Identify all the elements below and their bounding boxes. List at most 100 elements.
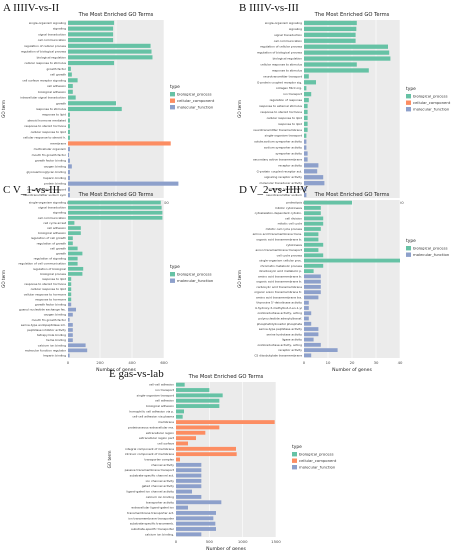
bar — [176, 511, 216, 515]
category-label: regulation of cell communication — [18, 262, 66, 266]
category-label: single-organism signaling — [29, 21, 66, 25]
category-label: channel activity — [151, 463, 174, 467]
bar — [304, 127, 308, 132]
bar — [68, 158, 70, 163]
category-label: serine-type peptidase activity — [259, 327, 302, 331]
category-label: sodium symporter activity — [264, 146, 302, 150]
bar — [304, 80, 316, 85]
category-label: cell communication — [38, 216, 66, 220]
category-label: mitotic cell cycle process — [266, 227, 303, 231]
category-label: response to external stimulus — [259, 104, 302, 108]
bar — [304, 337, 314, 342]
bar — [68, 152, 69, 158]
category-label: anion transmembrane transport — [256, 248, 303, 252]
legend-label: biological_process — [413, 94, 448, 99]
category-label: signaling — [53, 211, 66, 215]
y-axis-label: GO term — [237, 100, 242, 118]
category-label: regulation of biological — [33, 267, 66, 271]
chart-panel-e: The Most Enriched GO Terms 0 500 1000 1500 ce… — [107, 374, 337, 550]
bar — [68, 292, 72, 297]
x-tick-label: 10 — [326, 360, 331, 365]
bar — [68, 333, 73, 337]
bar — [68, 181, 179, 186]
category-label: oxygen binding — [44, 313, 66, 317]
legend-swatch — [406, 107, 411, 112]
category-label: signaling — [53, 27, 66, 31]
chart-panel-c: The Most Enriched GO Terms 0 200 400 600 sing… — [1, 192, 214, 373]
category-label: mouth fin growth factor — [32, 153, 67, 157]
bar — [176, 446, 236, 451]
category-label: regulation of signaling — [34, 257, 66, 261]
category-label: cell division — [285, 216, 302, 220]
legend-label: biological_process — [413, 246, 448, 251]
bar — [176, 473, 202, 478]
bar — [68, 164, 72, 169]
legend-swatch — [170, 278, 175, 283]
bar — [304, 258, 400, 263]
x-tick-label: 0 — [175, 539, 178, 544]
category-label: response to steroid hormone — [260, 110, 302, 114]
chart-title: The Most Enriched GO Terms — [314, 12, 390, 18]
category-label: regulation of biological process — [21, 50, 67, 54]
bar — [304, 300, 309, 305]
bar — [68, 187, 70, 192]
bar — [176, 521, 216, 526]
bar — [68, 43, 151, 48]
category-label: molecular transducer activity — [260, 181, 303, 185]
bar — [304, 279, 321, 284]
legend-label: biological_process — [177, 272, 212, 277]
bar — [68, 246, 78, 251]
bar — [304, 200, 352, 205]
bar — [68, 272, 83, 276]
bar — [68, 175, 70, 180]
bar — [68, 287, 72, 292]
panel-label-e: E gas-vs-lab — [109, 368, 164, 380]
category-label: growth factor binding — [35, 302, 66, 306]
bar — [68, 261, 78, 266]
chart-panel-a: The Most Enriched GO Terms05001000single… — [1, 12, 215, 213]
bar — [304, 242, 324, 247]
legend-label: molecular_function — [413, 107, 450, 112]
category-label: passive transmembrane transport — [125, 468, 175, 472]
bar — [68, 297, 72, 302]
category-label: serine-type endopeptidase inh. — [21, 323, 66, 327]
bar — [304, 157, 308, 162]
category-label: proteolysis — [286, 201, 302, 205]
category-label: cell communication — [274, 39, 302, 43]
legend-swatch — [406, 246, 411, 251]
bar — [176, 462, 202, 467]
y-axis-label: GO term — [237, 270, 242, 288]
bar — [304, 20, 357, 26]
legend-title: type — [170, 84, 180, 90]
bar — [304, 62, 357, 67]
category-label: secondary active transmembrane — [253, 157, 302, 161]
legend-title: type — [292, 444, 302, 450]
x-axis-label: Number of genes — [96, 367, 136, 373]
category-label: symporter activity — [276, 152, 303, 156]
category-label: neurotransmitter sodium — [266, 193, 302, 197]
chart-panel-d: The Most Enriched GO Terms 0 10 20 30 40 prote… — [237, 192, 450, 373]
y-axis-label: GO term — [1, 270, 6, 288]
bar — [304, 206, 321, 210]
bar — [68, 32, 114, 37]
x-tick-label: 600 — [160, 360, 168, 365]
x-tick-label: 1000 — [238, 539, 248, 544]
category-label: heparin binding — [43, 176, 66, 180]
category-label: substrate-specific channel act. — [130, 474, 174, 478]
category-label: collagen fibril org. — [276, 86, 302, 90]
category-label: regulation of response — [270, 98, 303, 102]
x-tick-label: 0 — [303, 360, 306, 365]
category-label: G-protein coupled receptor sig. — [257, 80, 302, 84]
category-label: heme binding — [46, 338, 66, 342]
category-label: mitotic cytokinesis — [275, 206, 303, 210]
legend-swatch — [170, 98, 175, 103]
bar — [304, 97, 309, 103]
bar — [304, 221, 324, 226]
bar — [68, 124, 70, 129]
category-label: steroid hormone mediated — [28, 118, 67, 122]
x-tick-label: 1500 — [271, 539, 281, 544]
legend-label: cellular_component — [413, 100, 451, 105]
bar — [176, 436, 196, 441]
category-label: biological adhesion — [146, 404, 174, 408]
bar — [68, 118, 70, 123]
